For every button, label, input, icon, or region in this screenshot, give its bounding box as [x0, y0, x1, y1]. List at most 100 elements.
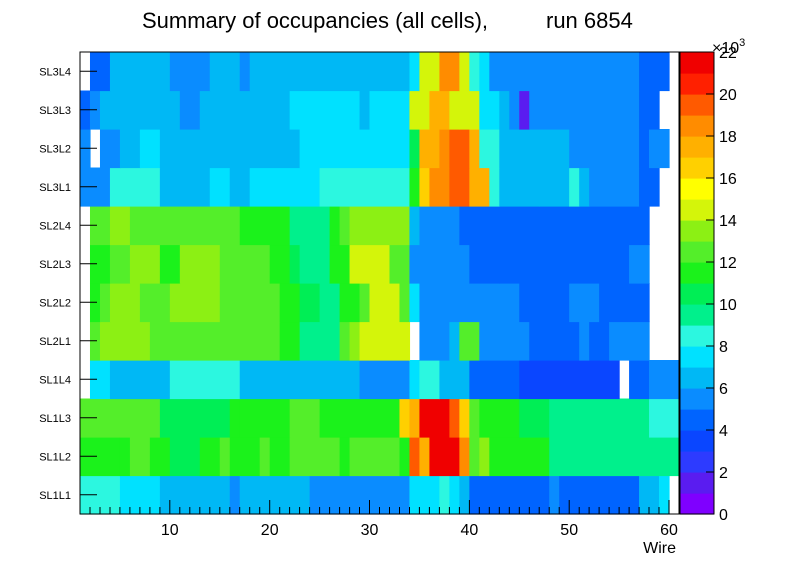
heatmap-cell	[499, 244, 570, 284]
heatmap-cell	[519, 90, 530, 130]
x-tick-label: 40	[461, 522, 479, 539]
colorbar-band	[680, 451, 714, 473]
heatmap-cell	[349, 244, 391, 284]
heatmap-cell	[139, 129, 161, 169]
heatmap-cell	[519, 398, 550, 438]
heatmap-cell	[249, 52, 411, 92]
heatmap-cell	[529, 90, 640, 130]
heatmap-cell	[419, 360, 440, 400]
heatmap-cell	[649, 129, 670, 169]
colorbar-tick-label: 10	[719, 297, 737, 314]
heatmap-cell	[359, 437, 381, 477]
heatmap-cell	[239, 206, 291, 246]
heatmap-cell	[89, 244, 111, 284]
heatmap-cell	[339, 206, 351, 246]
colorbar-band	[680, 262, 714, 284]
heatmap-cell	[109, 244, 131, 284]
heatmap-cell	[439, 129, 450, 169]
x-tick-label: 10	[161, 522, 179, 539]
heatmap-cell	[159, 475, 231, 515]
colorbar-band	[680, 409, 714, 431]
heatmap-cell	[339, 283, 361, 323]
heatmap-cell	[399, 283, 411, 323]
heatmap-cell	[499, 90, 510, 130]
heatmap-cell	[429, 52, 440, 92]
heatmap-cell	[639, 167, 660, 207]
colorbar-band	[680, 220, 714, 242]
heatmap-cell	[219, 437, 231, 477]
heatmap-cell	[169, 437, 201, 477]
heatmap-cell	[289, 90, 361, 130]
heatmap-cell	[549, 437, 680, 477]
y-tick-label: SL3L3	[39, 105, 71, 117]
heatmap-cell	[209, 167, 231, 207]
colorbar-band	[680, 493, 714, 515]
colorbar-exponent: ×103	[712, 37, 745, 57]
heatmap-cell	[259, 437, 271, 477]
heatmap-cell	[469, 129, 480, 169]
heatmap-cell	[469, 360, 520, 400]
heatmap-cell	[289, 437, 341, 477]
heatmap-cell	[639, 90, 660, 130]
heatmap-cell	[479, 437, 490, 477]
heatmap-cell	[369, 90, 411, 130]
heatmap-cell	[469, 244, 500, 284]
heatmap-cell	[159, 167, 211, 207]
heatmap-cell	[609, 321, 650, 361]
colorbar: 0 2 4 6 8 10 12 14 16 18 20 22	[680, 45, 737, 524]
heatmap-cell	[569, 129, 640, 169]
heatmap-cell	[229, 437, 261, 477]
heatmap-cell	[129, 244, 161, 284]
heatmap-cell	[459, 321, 480, 361]
heatmap-cell	[409, 398, 421, 438]
heatmap-cell	[209, 52, 241, 92]
heatmap-cell	[419, 283, 470, 323]
heatmap-cell	[289, 244, 301, 284]
heatmap-cell	[449, 90, 460, 130]
heatmap-cell	[629, 244, 650, 284]
heatmap-cell	[139, 283, 171, 323]
heatmap-cell	[99, 129, 121, 169]
heatmap-cell	[269, 437, 291, 477]
colorbar-tick-label: 16	[719, 171, 737, 188]
heatmap-cell	[159, 398, 231, 438]
heatmap-cell	[499, 129, 550, 169]
heatmap-cell	[419, 52, 431, 92]
heatmap-cell	[419, 398, 450, 438]
colorbar-frame	[679, 51, 715, 515]
colorbar-band	[680, 325, 714, 347]
heatmap-cell	[639, 52, 660, 92]
heatmap-cell	[459, 206, 580, 246]
heatmap-cell	[569, 244, 630, 284]
heatmap-cell	[479, 398, 520, 438]
heatmap-cell	[239, 360, 361, 400]
heatmap-cell	[279, 321, 301, 361]
colorbar-band	[680, 367, 714, 389]
colorbar-band	[680, 157, 714, 179]
heatmap-cell	[299, 129, 411, 169]
colorbar-band	[680, 304, 714, 326]
heatmap-cell	[429, 437, 460, 477]
y-tick-label: SL2L2	[39, 297, 71, 309]
heatmap-cell	[169, 283, 221, 323]
heatmap-cell	[439, 52, 460, 92]
heatmap-cell	[499, 167, 540, 207]
heatmap-cell	[429, 90, 450, 130]
heatmap-cell	[449, 398, 460, 438]
heatmap-cell	[119, 129, 141, 169]
heatmap-cell	[359, 360, 411, 400]
heatmap-cell	[89, 206, 111, 246]
colorbar-band	[680, 115, 714, 137]
heatmap-cell	[119, 90, 181, 130]
heatmap-cell	[449, 321, 460, 361]
heatmap-cell	[429, 167, 450, 207]
heatmap-cell	[229, 398, 241, 438]
heatmap-cell	[459, 90, 480, 130]
colorbar-band	[680, 241, 714, 263]
heatmap-cell	[179, 90, 201, 130]
heatmap-cell	[109, 52, 171, 92]
colorbar-band	[680, 52, 714, 74]
heatmap-cell	[109, 167, 161, 207]
heatmap-cell	[459, 475, 470, 515]
